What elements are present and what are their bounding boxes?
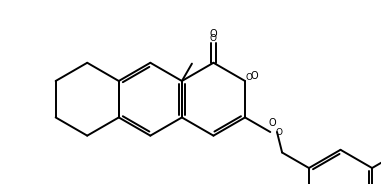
Text: O: O xyxy=(275,127,282,137)
Text: O: O xyxy=(245,73,252,82)
Text: O: O xyxy=(210,29,217,39)
Text: O: O xyxy=(210,34,217,43)
Text: O: O xyxy=(251,71,259,81)
Text: O: O xyxy=(268,118,276,128)
